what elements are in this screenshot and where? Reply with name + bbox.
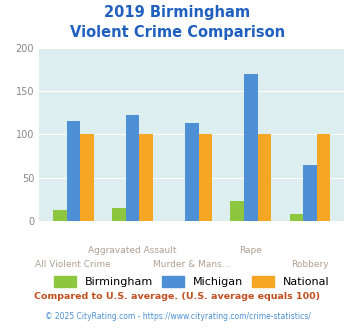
Text: Violent Crime Comparison: Violent Crime Comparison bbox=[70, 25, 285, 40]
Bar bbox=[230, 201, 244, 221]
Bar bbox=[303, 165, 317, 221]
Bar bbox=[80, 135, 94, 221]
Bar bbox=[139, 135, 153, 221]
Text: Rape: Rape bbox=[239, 246, 262, 255]
Bar bbox=[66, 121, 80, 221]
Legend: Birmingham, Michigan, National: Birmingham, Michigan, National bbox=[49, 272, 334, 292]
Bar bbox=[126, 115, 139, 221]
Text: Murder & Mans...: Murder & Mans... bbox=[153, 260, 230, 269]
Bar bbox=[317, 135, 331, 221]
Bar bbox=[258, 135, 271, 221]
Text: Robbery: Robbery bbox=[291, 260, 329, 269]
Bar bbox=[53, 210, 66, 221]
Text: Aggravated Assault: Aggravated Assault bbox=[88, 246, 177, 255]
Bar bbox=[198, 135, 212, 221]
Bar bbox=[290, 214, 303, 221]
Text: Compared to U.S. average. (U.S. average equals 100): Compared to U.S. average. (U.S. average … bbox=[34, 292, 321, 301]
Bar bbox=[244, 74, 258, 221]
Text: All Violent Crime: All Violent Crime bbox=[36, 260, 111, 269]
Bar bbox=[112, 208, 126, 221]
Bar bbox=[185, 123, 198, 221]
Text: © 2025 CityRating.com - https://www.cityrating.com/crime-statistics/: © 2025 CityRating.com - https://www.city… bbox=[45, 312, 310, 321]
Text: 2019 Birmingham: 2019 Birmingham bbox=[104, 5, 251, 20]
